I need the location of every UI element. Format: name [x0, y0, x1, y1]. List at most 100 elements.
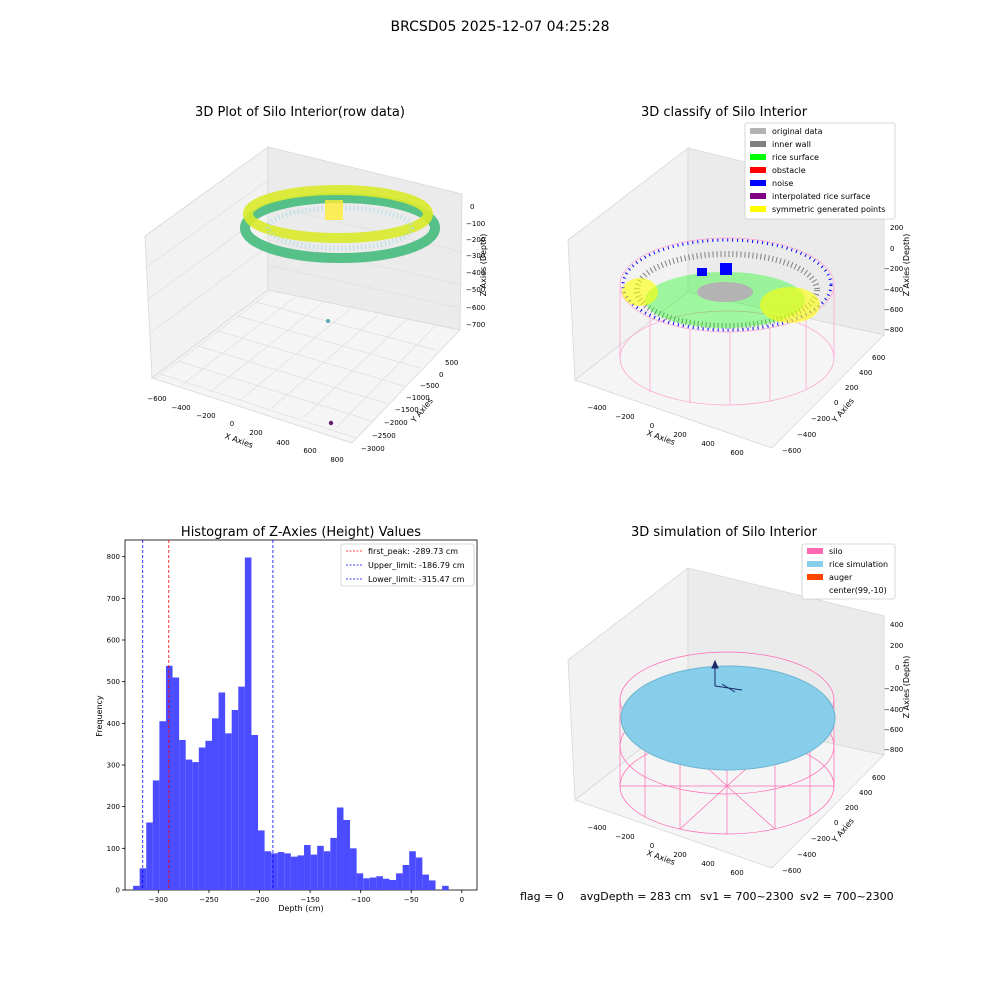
- hist-bar: [172, 677, 180, 890]
- legend-swatch-symmetric: [750, 206, 766, 212]
- hist-bar: [159, 721, 166, 890]
- sim-legend-label-auger: auger: [829, 573, 853, 582]
- hist-xticks: −300 −250 −200 −150 −100 −50 0: [149, 890, 464, 904]
- hist-legend-label-first-peak: first_peak: -289.73 cm: [368, 547, 458, 556]
- hist-bar: [363, 878, 370, 890]
- hist-bar: [369, 877, 377, 890]
- sim-legend-label-rice: rice simulation: [829, 560, 888, 569]
- hist-xtick-label: −50: [404, 896, 419, 904]
- raw-grid: [144, 179, 463, 439]
- hist-ytick-label: 200: [107, 803, 120, 811]
- hist-title: Histogram of Z-Axies (Height) Values: [181, 525, 421, 540]
- sim-legend-label-center: center(99,-10): [829, 586, 887, 595]
- sim-legend-label-silo: silo: [829, 547, 843, 556]
- raw-ytick: −2500: [372, 432, 396, 440]
- hist-bar: [238, 686, 245, 890]
- hist-bar: [258, 830, 265, 890]
- raw-floor-pane: [151, 289, 461, 444]
- raw-ztick: −700: [466, 321, 485, 329]
- hist-bar: [442, 885, 449, 890]
- legend-swatch-interpolated: [750, 193, 766, 199]
- panel-raw-3d: 3D Plot of Silo Interior(row data): [144, 105, 488, 464]
- hist-bar: [350, 848, 357, 890]
- hist-bar: [271, 853, 278, 890]
- hist-legend: first_peak: -289.73 cm Upper_limit: -186…: [340, 543, 475, 587]
- raw-zlabel: Z Axies (Depth): [479, 234, 488, 297]
- hist-legend-label-lower: Lower_limit: -315.47 cm: [368, 575, 465, 584]
- legend-label-interpolated: interpolated rice surface: [772, 192, 870, 201]
- sim-ztick: −800: [884, 746, 903, 754]
- hist-xlabel: Depth (cm): [278, 904, 323, 913]
- classify-ztick: −800: [884, 326, 903, 334]
- sim-ztick: −200: [884, 685, 903, 693]
- sim-rice-surface: [620, 665, 836, 771]
- sim-ytick: −400: [797, 851, 816, 859]
- raw-point-cloud: [240, 185, 440, 426]
- classify-xtick: −200: [615, 413, 634, 421]
- raw-ztick: −400: [466, 269, 485, 277]
- classify-xtick: 400: [701, 440, 714, 448]
- legend-label-rice-surface: rice surface: [772, 153, 819, 162]
- status-sv2: sv2 = 700~2300: [800, 890, 894, 903]
- sim-auger: [711, 659, 743, 693]
- raw-ytick: −3000: [361, 445, 385, 453]
- status-flag: flag = 0: [520, 890, 564, 903]
- sim-xtick: −400: [587, 824, 606, 832]
- hist-bar: [146, 822, 153, 890]
- legend-label-inner-wall: inner wall: [772, 140, 811, 149]
- hist-bar: [304, 845, 311, 890]
- classify-ztick: −200: [884, 265, 903, 273]
- legend-swatch-original: [750, 128, 766, 134]
- classify-xtick: 200: [673, 431, 686, 439]
- classify-inner-wall: [634, 251, 820, 329]
- hist-bar: [382, 878, 390, 890]
- raw-ztick: −100: [466, 220, 485, 228]
- hist-bar: [264, 851, 272, 890]
- sim-xtick: 600: [730, 869, 743, 877]
- raw-ztick: −200: [466, 236, 485, 244]
- hist-xtick-label: −100: [351, 896, 370, 904]
- classify-zlabel: Z Axies (Depth): [902, 234, 911, 297]
- sim-xtick: −200: [615, 833, 634, 841]
- raw-xtick: −600: [147, 395, 166, 403]
- raw-ytick: 0: [439, 371, 443, 379]
- legend-label-symmetric: symmetric generated points: [772, 205, 885, 214]
- hist-bar: [428, 880, 436, 890]
- raw-xtick: 800: [330, 456, 343, 464]
- hist-bar: [389, 880, 397, 890]
- sim-ztick: 0: [895, 664, 899, 672]
- sim-ytick: 600: [872, 774, 885, 782]
- hist-legend-label-upper: Upper_limit: -186.79 cm: [368, 561, 465, 570]
- classify-symmetric-points: [760, 287, 820, 323]
- classify-ztick: 0: [890, 245, 894, 253]
- classify-xtick: 600: [730, 449, 743, 457]
- sim-ytick: 400: [859, 789, 872, 797]
- classify-xtick: −400: [587, 404, 606, 412]
- hist-bar: [422, 874, 429, 890]
- sim-xtick: 0: [650, 842, 654, 850]
- raw-ztick: 0: [470, 203, 474, 211]
- hist-bar: [323, 851, 331, 890]
- sim-ztick: −600: [884, 726, 903, 734]
- hist-xtick-label: 0: [460, 896, 464, 904]
- hist-bar: [310, 854, 318, 890]
- hist-ytick-label: 600: [107, 637, 120, 645]
- legend-swatch-inner-wall: [750, 141, 766, 147]
- hist-ytick-label: 700: [107, 595, 120, 603]
- hist-bar: [225, 733, 232, 890]
- hist-bars: [133, 557, 449, 890]
- hist-bar: [336, 807, 344, 890]
- hist-ytick-label: 0: [116, 887, 120, 895]
- sim-legend-swatch-auger: [807, 574, 823, 580]
- status-avg-depth: avgDepth = 283 cm: [580, 890, 691, 903]
- hist-bar: [297, 855, 305, 890]
- hist-xtick-label: −250: [199, 896, 218, 904]
- hist-bar: [330, 837, 337, 890]
- sim-legend-swatch-silo: [807, 548, 823, 554]
- classify-noise-cluster-2: [720, 263, 732, 275]
- raw-outlier-point-2: [328, 420, 334, 426]
- classify-legend: original data inner wall rice surface ob…: [744, 122, 896, 220]
- classify-ytick: −400: [797, 431, 816, 439]
- hist-bar: [251, 735, 259, 890]
- sim-ytick: 0: [834, 819, 838, 827]
